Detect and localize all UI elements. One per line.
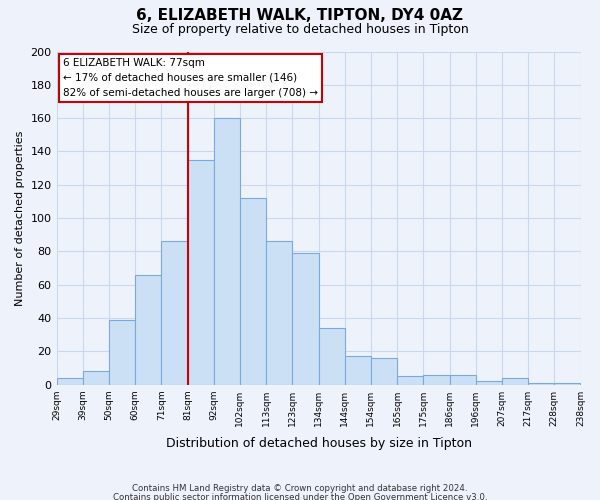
- Bar: [449, 374, 476, 384]
- Text: 6, ELIZABETH WALK, TIPTON, DY4 0AZ: 6, ELIZABETH WALK, TIPTON, DY4 0AZ: [137, 8, 464, 22]
- Bar: [56, 378, 83, 384]
- Bar: [397, 376, 424, 384]
- Text: Contains public sector information licensed under the Open Government Licence v3: Contains public sector information licen…: [113, 493, 487, 500]
- Bar: [292, 253, 319, 384]
- Bar: [528, 383, 554, 384]
- Bar: [266, 242, 292, 384]
- Bar: [554, 383, 580, 384]
- Bar: [109, 320, 135, 384]
- Text: Size of property relative to detached houses in Tipton: Size of property relative to detached ho…: [131, 22, 469, 36]
- Bar: [83, 372, 109, 384]
- Bar: [135, 274, 161, 384]
- Bar: [319, 328, 345, 384]
- Bar: [240, 198, 266, 384]
- Bar: [161, 242, 188, 384]
- Bar: [345, 356, 371, 384]
- Bar: [371, 358, 397, 384]
- Bar: [502, 378, 528, 384]
- Y-axis label: Number of detached properties: Number of detached properties: [15, 130, 25, 306]
- Bar: [476, 382, 502, 384]
- X-axis label: Distribution of detached houses by size in Tipton: Distribution of detached houses by size …: [166, 437, 472, 450]
- Text: 6 ELIZABETH WALK: 77sqm
← 17% of detached houses are smaller (146)
82% of semi-d: 6 ELIZABETH WALK: 77sqm ← 17% of detache…: [63, 58, 318, 98]
- Bar: [214, 118, 240, 384]
- Text: Contains HM Land Registry data © Crown copyright and database right 2024.: Contains HM Land Registry data © Crown c…: [132, 484, 468, 493]
- Bar: [424, 374, 449, 384]
- Bar: [188, 160, 214, 384]
